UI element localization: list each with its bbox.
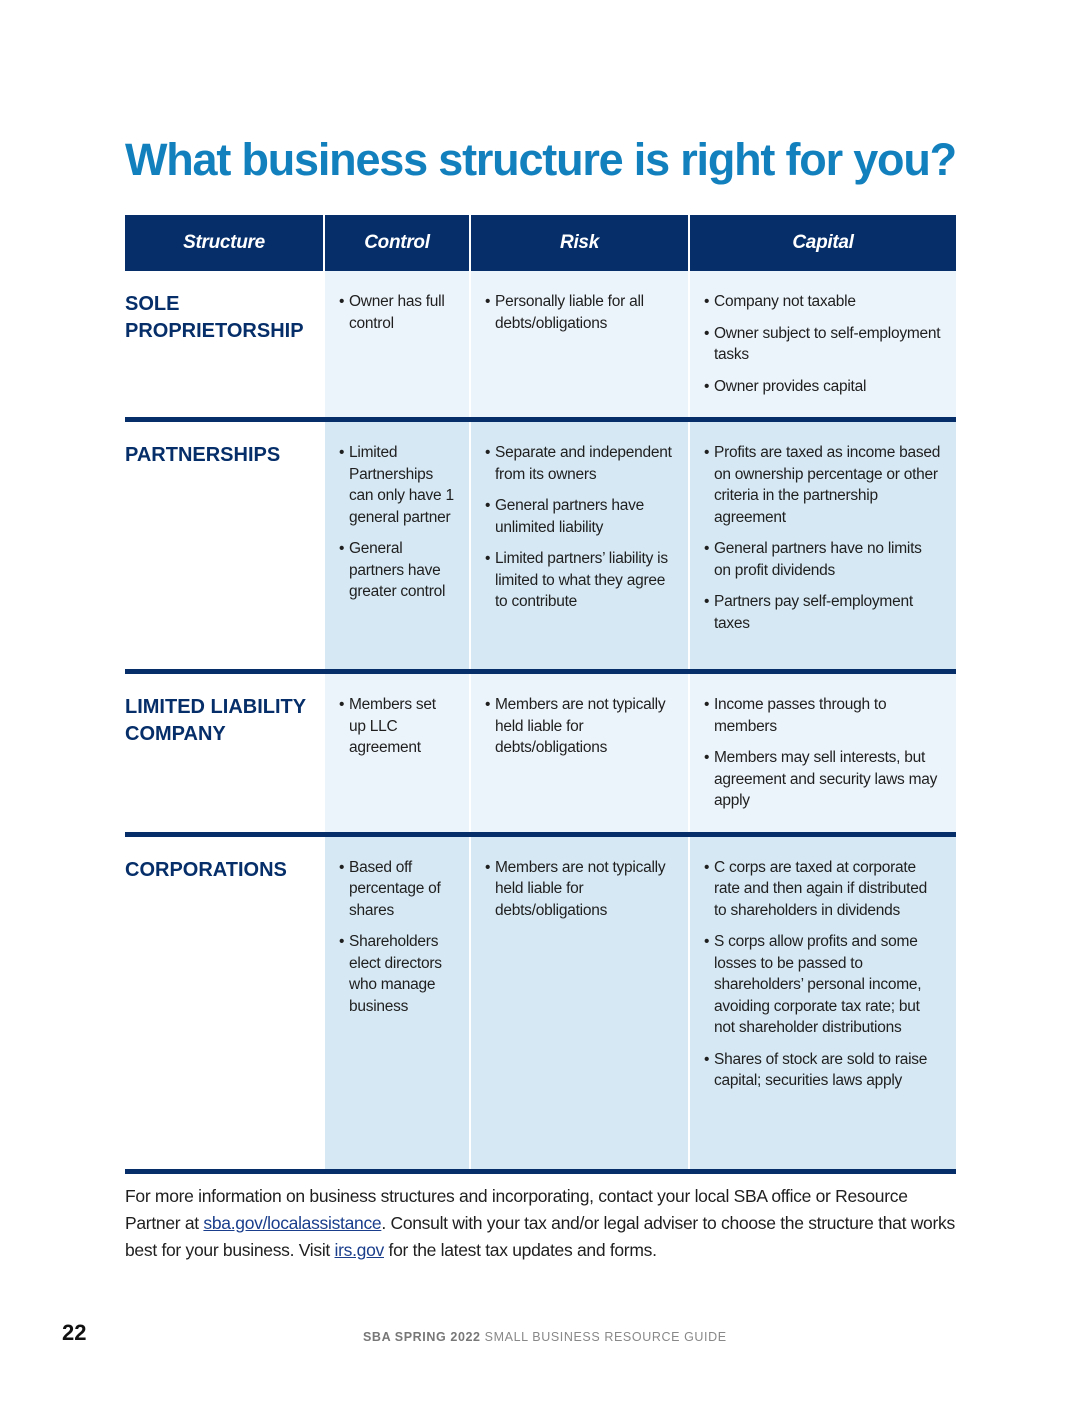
sba-local-assistance-link[interactable]: sba.gov/localassistance xyxy=(203,1213,382,1233)
capital-cell: C corps are taxed at corporate rate and … xyxy=(688,834,956,1174)
control-cell: Limited Partnerships can only have 1 gen… xyxy=(323,419,470,674)
guide-title: SMALL BUSINESS RESOURCE GUIDE xyxy=(480,1330,727,1344)
capital-cell: Company not taxable Owner subject to self… xyxy=(688,271,956,422)
control-cell: Members set up LLC agreement xyxy=(323,671,470,837)
control-bullet: Based off percentage of shares xyxy=(339,857,455,922)
header-risk: Risk xyxy=(469,215,689,271)
control-bullet: Shareholders elect directors who manage … xyxy=(339,931,455,1017)
capital-bullet: Members may sell interests, but agreemen… xyxy=(704,747,942,812)
risk-cell: Members are not typically held liable fo… xyxy=(469,834,689,1174)
capital-cell: Profits are taxed as income based on own… xyxy=(688,419,956,674)
footer-note: For more information on business structu… xyxy=(125,1183,965,1264)
risk-bullet: Limited partners’ liability is limited t… xyxy=(485,548,674,613)
structure-name: LIMITED LIABILITY COMPANY xyxy=(125,671,324,837)
page-number: 22 xyxy=(62,1320,87,1345)
risk-bullet: Members are not typically held liable fo… xyxy=(485,694,674,759)
risk-cell: Personally liable for all debts/obligati… xyxy=(469,271,689,422)
footer-text: for the latest tax updates and forms. xyxy=(383,1240,657,1260)
risk-bullet: Personally liable for all debts/obligati… xyxy=(485,291,674,334)
header-control: Control xyxy=(323,215,470,271)
control-bullet: Limited Partnerships can only have 1 gen… xyxy=(339,442,455,528)
structure-label: CORPORATIONS xyxy=(125,858,287,881)
irs-link[interactable]: irs.gov xyxy=(334,1240,385,1260)
structure-name: PARTNERSHIPS xyxy=(125,419,324,674)
capital-bullet: General partners have no limits on profi… xyxy=(704,538,942,581)
risk-bullet: Members are not typically held liable fo… xyxy=(485,857,674,922)
capital-bullet: Owner provides capital xyxy=(704,376,942,398)
control-bullet: Members set up LLC agreement xyxy=(339,694,455,759)
structure-label: LIMITED LIABILITY COMPANY xyxy=(125,696,306,745)
structure-name: SOLE PROPRIETORSHIP xyxy=(125,271,324,422)
control-cell: Owner has full control xyxy=(323,271,470,422)
page-title: What business structure is right for you… xyxy=(125,134,957,185)
capital-bullet: Owner subject to self-employment tasks xyxy=(704,323,942,366)
risk-cell: Members are not typically held liable fo… xyxy=(469,671,689,837)
footer-text: For more information on business structu… xyxy=(125,1186,908,1233)
capital-bullet: Company not taxable xyxy=(704,291,942,313)
table-row: LIMITED LIABILITY COMPANY Members set up … xyxy=(125,671,956,837)
capital-bullet: Profits are taxed as income based on own… xyxy=(704,442,942,528)
structure-label: SOLE PROPRIETORSHIP xyxy=(125,293,304,342)
capital-bullet: Partners pay self-employment taxes xyxy=(704,591,942,634)
structure-name: CORPORATIONS xyxy=(125,834,324,1174)
table-header-row: Structure Control Risk Capital xyxy=(125,215,956,271)
capital-bullet: Shares of stock are sold to raise capita… xyxy=(704,1049,942,1092)
capital-cell: Income passes through to members Members … xyxy=(688,671,956,837)
header-capital: Capital xyxy=(688,215,956,271)
capital-bullet: Income passes through to members xyxy=(704,694,942,737)
table-row: SOLE PROPRIETORSHIP Owner has full contro… xyxy=(125,271,956,422)
control-bullet: Owner has full control xyxy=(339,291,455,334)
business-structure-table: Structure Control Risk Capital SOLE PROP… xyxy=(125,215,956,1174)
table-row: PARTNERSHIPS Limited Partnerships can onl… xyxy=(125,419,956,674)
footer-text: . Consult with your tax and/or legal adv… xyxy=(125,1213,955,1260)
table-row: CORPORATIONS Based off percentage of shar… xyxy=(125,834,956,1174)
structure-label: PARTNERSHIPS xyxy=(125,444,281,466)
risk-cell: Separate and independent from its owners… xyxy=(469,419,689,674)
capital-bullet: S corps allow profits and some losses to… xyxy=(704,931,942,1039)
control-bullet: General partners have greater control xyxy=(339,538,455,603)
risk-bullet: Separate and independent from its owners xyxy=(485,442,674,485)
header-structure: Structure xyxy=(125,215,324,271)
capital-bullet: C corps are taxed at corporate rate and … xyxy=(704,857,942,922)
guide-edition: SBA SPRING 2022 xyxy=(363,1330,481,1344)
control-cell: Based off percentage of shares Shareholde… xyxy=(323,834,470,1174)
running-footer: SBA SPRING 2022 SMALL BUSINESS RESOURCE … xyxy=(363,1330,727,1344)
risk-bullet: General partners have unlimited liabilit… xyxy=(485,495,674,538)
